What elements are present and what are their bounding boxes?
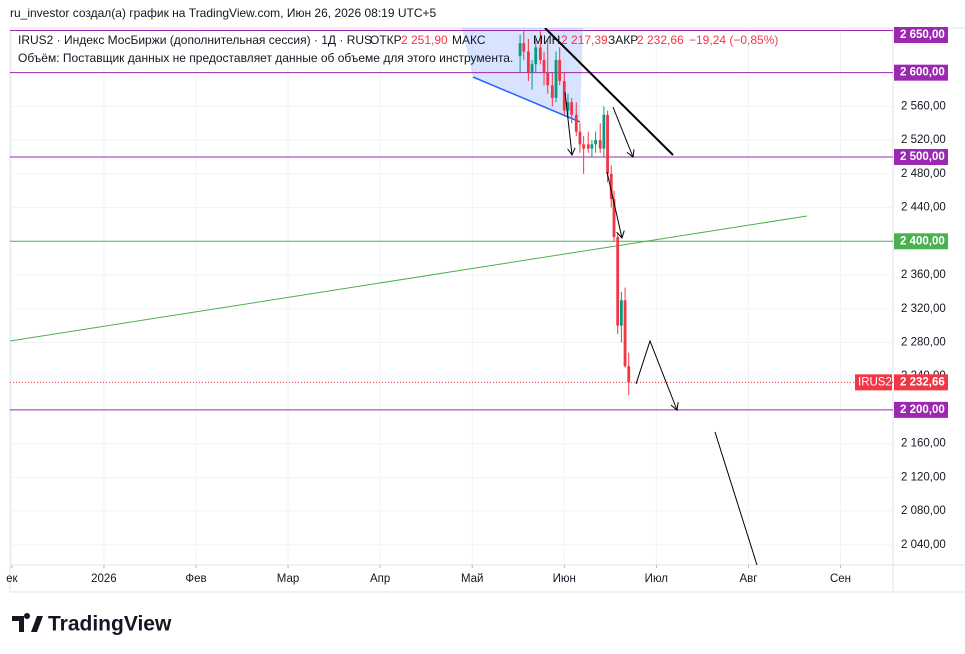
candle-body [530,64,534,73]
change-value: −19,24 (−0,85%) [689,33,778,47]
level-label: 2 600,00 [900,67,945,79]
close-label: ЗАКР [608,33,638,47]
legend: IRUS2 · Индекс МосБиржи (дополнительная … [18,33,778,65]
x-tick-label: Июл [645,573,668,585]
resistance-line [544,28,674,156]
level-tag [894,401,948,418]
high-label: МАКС [452,33,486,47]
symbol-description: IRUS2 · Индекс МосБиржи (дополнительная … [18,33,372,47]
y-tick-label: 2 080,00 [901,505,946,517]
price-tag-label: 2 232,66 [900,376,945,388]
level-label: 2 400,00 [900,235,945,247]
logo-mark [12,613,43,632]
symbol-tag-label: IRUS2 [858,376,892,388]
trend-line [10,215,808,342]
levels [10,30,893,411]
candle-body [518,43,522,56]
candle-body [574,114,578,132]
close-value: 2 232,66 [637,33,684,47]
candle-body [612,199,616,238]
level-label: 2 500,00 [900,151,945,163]
y-tick-label: 2 360,00 [901,269,946,281]
y-tick-label: 2 560,00 [901,100,946,112]
grid [10,28,893,565]
candle-body [627,366,631,383]
x-tick-label: ек [6,573,18,585]
symbol-tag [855,374,892,391]
candle-body [522,43,526,52]
candle-body [590,144,594,149]
y-tick-label: 2 320,00 [901,303,946,315]
logo: TradingView [12,613,172,636]
low-value: 2 217,39 [561,33,608,47]
open-label: ОТКР [370,33,402,47]
candle-body [550,85,554,98]
candle-body [570,102,574,115]
candle-body [534,47,538,65]
x-tick-label: Мар [277,573,300,585]
arrow [606,171,622,238]
candle-body [558,60,562,82]
level-tag [894,233,948,250]
x-tick-label: Сен [830,573,851,585]
y-tick-label: 2 040,00 [901,539,946,551]
x-tick-label: Май [461,573,484,585]
open-value: 2 251,90 [401,33,448,47]
candle-body [562,81,566,111]
candle-body [594,140,597,145]
drawings [544,28,758,565]
candle-body [554,60,558,98]
x-tick-label: Авг [739,573,757,585]
candle-body [616,237,620,326]
candle-body [609,173,613,200]
header: ru_investor создал(а) график на TradingV… [10,6,437,20]
x-tick-label: Фев [185,573,206,585]
y-tick-label: 2 480,00 [901,168,946,180]
candle-body [566,102,570,111]
candle-body [526,51,530,73]
price-tag [894,374,948,391]
x-tick-label: Июн [553,573,576,585]
logo-text: TradingView [48,613,172,636]
candle-body [578,131,582,145]
x-tick-label: 2026 [91,573,117,585]
flag-line [472,76,581,123]
candle-body [606,114,609,174]
y-tick-label: 2 120,00 [901,471,946,483]
level-tag [894,27,948,43]
arrow [612,106,633,157]
arrow [564,91,572,155]
candle-body [598,140,602,149]
candle-body [602,114,606,149]
candle-body [546,72,550,86]
level-label: 2 650,00 [900,29,945,41]
y-tick-label: 2 520,00 [901,134,946,146]
candle-body [542,60,546,73]
y-tick-label: 2 280,00 [901,336,946,348]
arrow [635,339,677,410]
candle-body [538,47,542,61]
level-tag [894,64,948,81]
candle-body [619,300,623,326]
x-tick-label: Апр [370,573,390,585]
y-tick-label: 2 440,00 [901,202,946,214]
level-tag [894,148,948,165]
low-label: МИН [533,33,560,47]
candles [518,30,631,396]
y-tick-label: 2 160,00 [901,438,946,450]
arrow [714,431,758,565]
volume-note: Объём: Поставщик данных не предоставляет… [18,51,513,65]
candle-body [586,144,590,149]
level-label: 2 200,00 [900,404,945,416]
candle-body [582,144,586,149]
candle-body [623,300,627,367]
